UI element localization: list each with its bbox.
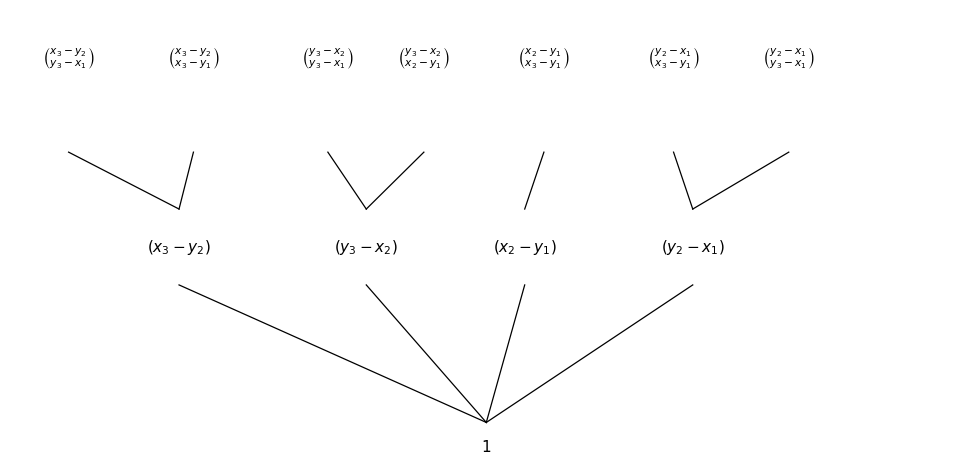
Text: $\binom{x_{3} - y_{2}}{x_{3} - y_{1}}$: $\binom{x_{3} - y_{2}}{x_{3} - y_{1}}$ — [167, 45, 220, 71]
Text: $(x_{2} - y_{1})$: $(x_{2} - y_{1})$ — [493, 238, 557, 257]
Text: $\binom{y_{3} - x_{2}}{y_{3} - x_{1}}$: $\binom{y_{3} - x_{2}}{y_{3} - x_{1}}$ — [301, 45, 354, 71]
Text: $1$: $1$ — [482, 438, 491, 454]
Text: $\binom{y_{2} - x_{1}}{x_{3} - y_{1}}$: $\binom{y_{2} - x_{1}}{x_{3} - y_{1}}$ — [647, 45, 700, 71]
Text: $\binom{y_{2} - x_{1}}{y_{3} - x_{1}}$: $\binom{y_{2} - x_{1}}{y_{3} - x_{1}}$ — [763, 45, 816, 71]
Text: $\binom{x_{2} - y_{1}}{x_{3} - y_{1}}$: $\binom{x_{2} - y_{1}}{x_{3} - y_{1}}$ — [517, 45, 570, 71]
Text: $\binom{y_{3} - x_{2}}{x_{2} - y_{1}}$: $\binom{y_{3} - x_{2}}{x_{2} - y_{1}}$ — [398, 45, 451, 71]
Text: $(x_{3} - y_{2})$: $(x_{3} - y_{2})$ — [147, 238, 211, 257]
Text: $\binom{x_{3} - y_{2}}{y_{3} - x_{1}}$: $\binom{x_{3} - y_{2}}{y_{3} - x_{1}}$ — [42, 45, 95, 71]
Text: $(y_{2} - x_{1})$: $(y_{2} - x_{1})$ — [661, 238, 724, 257]
Text: $(y_{3} - x_{2})$: $(y_{3} - x_{2})$ — [334, 238, 398, 257]
